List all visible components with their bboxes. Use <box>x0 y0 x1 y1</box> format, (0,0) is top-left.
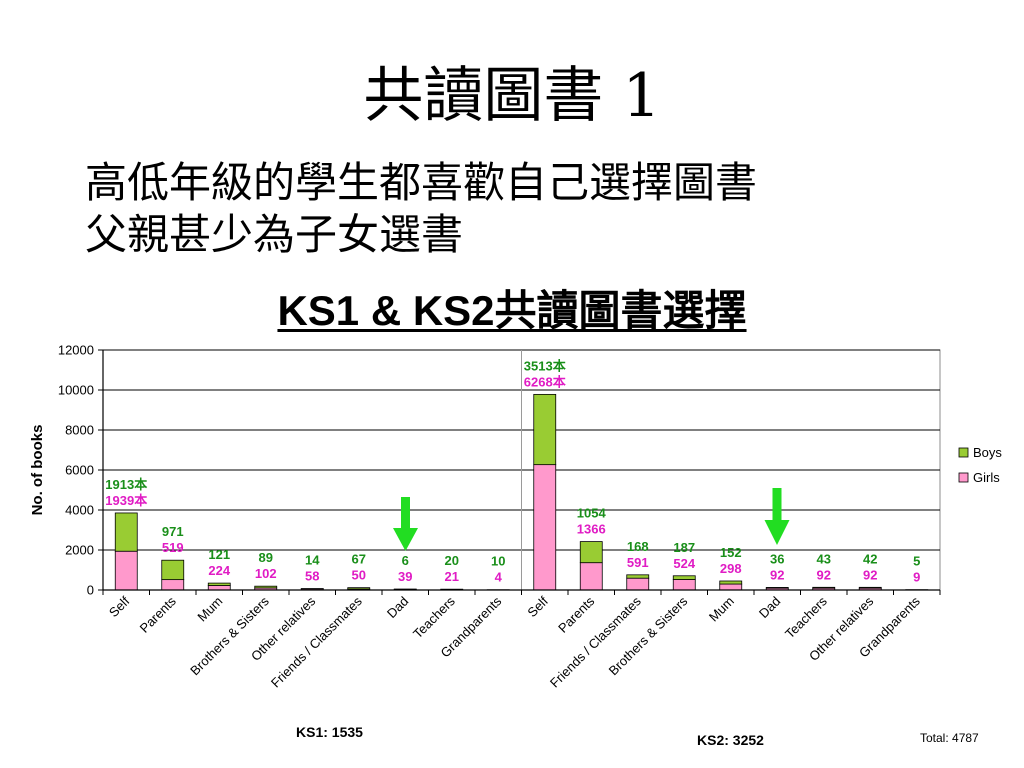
data-label-girls: 102 <box>255 566 277 581</box>
bar-segment-girls <box>114 550 138 591</box>
data-label-boys: 14 <box>305 553 320 568</box>
grand-total-label: Total: 4787 <box>920 731 979 745</box>
slide-text-line: 父親甚少為子女選書 <box>85 210 464 259</box>
data-label-girls: 591 <box>627 555 649 570</box>
y-tick-label: 12000 <box>58 343 94 358</box>
data-label-boys: 1913本 <box>105 477 147 492</box>
y-tick-label: 8000 <box>65 423 94 438</box>
data-label-boys: 152 <box>720 545 742 560</box>
down-arrow-icon <box>393 497 418 551</box>
data-label-girls: 519 <box>162 540 184 555</box>
bar-segment-boys <box>765 587 789 589</box>
y-tick-label: 4000 <box>65 503 94 518</box>
data-label-girls: 6268本 <box>524 374 566 389</box>
bar-segment-girls <box>161 579 185 591</box>
data-label-boys: 3513本 <box>524 358 566 373</box>
bar-segment-boys <box>858 586 882 589</box>
data-label-boys: 121 <box>208 547 230 562</box>
data-label-girls: 1939本 <box>105 493 147 508</box>
bar-segment-girls <box>672 579 696 591</box>
data-label-girls: 224 <box>208 563 230 578</box>
x-tick-label: Brothers & Sisters <box>606 593 691 678</box>
data-label-boys: 20 <box>445 553 459 568</box>
chart-title: KS1 & KS2共讀圖書選擇 <box>277 287 747 334</box>
bar-segment-boys <box>114 512 138 552</box>
data-label-girls: 92 <box>817 567 831 582</box>
x-tick-label: Dad <box>756 594 783 621</box>
data-label-girls: 298 <box>720 561 742 576</box>
x-tick-label: Self <box>524 593 551 620</box>
bars <box>114 393 929 591</box>
bar-segment-girls <box>579 562 603 591</box>
down-arrow-icon <box>764 488 790 545</box>
bar-segment-boys <box>812 586 836 589</box>
y-tick-label: 6000 <box>65 463 94 478</box>
bar-segment-girls <box>533 464 557 591</box>
data-label-girls: 21 <box>445 569 459 584</box>
legend-label-boys: Boys <box>973 445 1002 460</box>
legend-swatch-boys <box>958 447 969 458</box>
bar-segment-girls <box>719 583 743 591</box>
slide-title: 共讀圖書 1 <box>363 61 661 131</box>
bar-segment-girls <box>626 577 650 591</box>
data-label-boys: 971 <box>162 524 184 539</box>
data-label-boys: 43 <box>817 551 831 566</box>
bar-segment-boys <box>626 574 650 579</box>
legend-label-girls: Girls <box>973 470 1000 485</box>
ks2-total-label: KS2: 3252 <box>697 732 764 748</box>
legend: Boys Girls <box>958 445 1002 485</box>
x-tick-label: Brothers & Sisters <box>187 593 272 678</box>
x-tick-label: Dad <box>384 594 411 621</box>
bar-segment-boys <box>207 582 231 586</box>
data-label-girls: 1366 <box>577 522 606 537</box>
data-label-girls: 92 <box>770 567 784 582</box>
data-label-boys: 5 <box>913 554 920 569</box>
data-label-girls: 524 <box>673 556 695 571</box>
x-tick-label: Self <box>106 593 133 620</box>
bar-segment-boys <box>533 393 557 466</box>
data-label-girls: 39 <box>398 569 412 584</box>
x-tick-label: Friends / Classmates <box>268 593 365 690</box>
x-tick-label: Teachers <box>410 593 458 641</box>
bar-segment-boys <box>579 541 603 564</box>
data-label-boys: 42 <box>863 551 877 566</box>
y-axis-label: No. of books <box>29 425 46 516</box>
slide-text-line: 高低年級的學生都喜歡自己選擇圖書 <box>85 158 758 207</box>
bar-segment-girls <box>207 585 231 591</box>
data-label-girls: 92 <box>863 567 877 582</box>
x-tick-label: Parents <box>137 593 180 636</box>
x-tick-label: Friends / Classmates <box>547 593 644 690</box>
x-tick-label: Teachers <box>782 593 830 641</box>
bar-segment-boys <box>254 585 278 589</box>
x-tick-label: Mum <box>706 594 737 625</box>
data-label-boys: 168 <box>627 539 649 554</box>
data-label-boys: 36 <box>770 551 784 566</box>
data-label-boys: 10 <box>491 554 505 569</box>
bar-segment-boys <box>672 575 696 580</box>
data-label-girls: 58 <box>305 569 319 584</box>
data-label-girls: 9 <box>913 570 920 585</box>
y-tick-label: 2000 <box>65 543 94 558</box>
y-tick-label: 0 <box>87 583 94 598</box>
data-label-boys: 187 <box>673 540 695 555</box>
data-label-boys: 67 <box>352 552 366 567</box>
data-label-boys: 89 <box>259 550 273 565</box>
data-label-boys: 1054 <box>577 506 607 521</box>
x-tick-label: Mum <box>194 594 225 625</box>
bar-segment-boys <box>161 559 185 581</box>
data-label-boys: 6 <box>402 553 409 568</box>
legend-swatch-girls <box>958 472 969 483</box>
bar-segment-boys <box>347 587 371 590</box>
y-tick-label: 10000 <box>58 383 94 398</box>
x-tick-label: Parents <box>555 593 598 636</box>
data-label-girls: 4 <box>495 570 503 585</box>
ks1-total-label: KS1: 1535 <box>296 724 363 740</box>
bar-segment-boys <box>719 580 743 585</box>
data-label-girls: 50 <box>352 568 366 583</box>
